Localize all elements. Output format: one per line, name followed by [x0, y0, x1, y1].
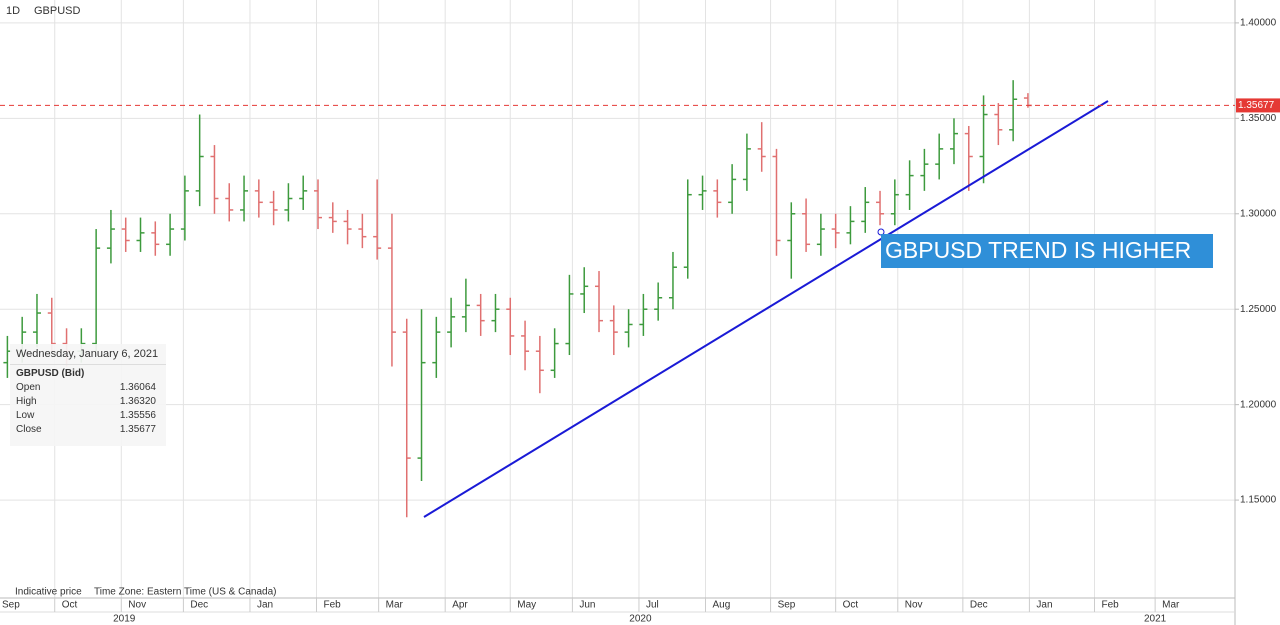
y-tick-label: 1.40000 [1240, 18, 1277, 29]
x-tick-label: Oct [843, 600, 859, 611]
year-label: 2019 [113, 614, 136, 625]
x-tick-label: Nov [905, 600, 923, 611]
info-date: Wednesday, January 6, 2021 [10, 344, 166, 365]
info-row: Close 1.35677 [10, 423, 166, 437]
y-tick-label: 1.20000 [1240, 399, 1277, 410]
x-tick-label: Apr [452, 600, 468, 611]
plot-area [0, 0, 1235, 598]
x-tick-label: Jul [646, 600, 659, 611]
x-tick-label: Sep [2, 600, 20, 611]
interval: 1D [6, 5, 20, 17]
x-tick-label: Jun [579, 600, 595, 611]
year-label: 2020 [629, 614, 652, 625]
trend-line [423, 100, 1109, 518]
info-row: High 1.36320 [10, 395, 166, 409]
x-tick-label: Sep [778, 600, 796, 611]
y-tick-label: 1.30000 [1240, 208, 1277, 219]
info-value: 1.36320 [119, 396, 156, 407]
info-symbol: GBPUSD (Bid) [16, 368, 85, 379]
x-tick-label: Dec [970, 600, 988, 611]
footer-note: Time Zone: Eastern Time (US & Canada) [94, 587, 276, 598]
info-row: Open 1.36064 [10, 381, 166, 395]
info-key: High [16, 396, 37, 407]
y-tick-label: 1.15000 [1240, 495, 1277, 506]
info-panel: Wednesday, January 6, 2021 GBPUSD (Bid) … [10, 344, 166, 446]
info-key: Low [16, 410, 35, 421]
footer-note: Indicative price [15, 587, 82, 598]
y-tick-label: 1.35000 [1240, 113, 1277, 124]
info-value: 1.36064 [119, 382, 156, 393]
y-tick-label: 1.25000 [1240, 304, 1277, 315]
x-tick-label: Mar [1162, 600, 1180, 611]
x-tick-label: Nov [128, 600, 146, 611]
info-key: Close [16, 424, 42, 435]
info-value: 1.35556 [119, 410, 156, 421]
annotation-box [881, 234, 1213, 268]
info-value: 1.35677 [119, 424, 156, 435]
x-tick-label: Dec [190, 600, 208, 611]
x-tick-label: Feb [324, 600, 342, 611]
x-tick-label: Feb [1101, 600, 1119, 611]
bars [3, 80, 1032, 518]
x-tick-label: Mar [386, 600, 404, 611]
x-tick-label: May [517, 600, 536, 611]
x-tick-label: Jan [257, 600, 273, 611]
x-tick-label: Aug [713, 600, 731, 611]
year-label: 2021 [1144, 614, 1167, 625]
info-row: Low 1.35556 [10, 409, 166, 423]
last-price-label: 1.35677 [1238, 100, 1275, 111]
symbol: GBPUSD [34, 5, 81, 17]
last-price-box [1236, 98, 1280, 113]
info-key: Open [16, 382, 41, 393]
info-rows: Open 1.36064 High 1.36320 Low 1.35556 Close 1.3… [10, 381, 166, 437]
x-tick-label: Jan [1036, 600, 1052, 611]
annotation: GBPUSD TREND IS HIGHER [885, 237, 1191, 263]
x-tick-label: Oct [62, 600, 78, 611]
